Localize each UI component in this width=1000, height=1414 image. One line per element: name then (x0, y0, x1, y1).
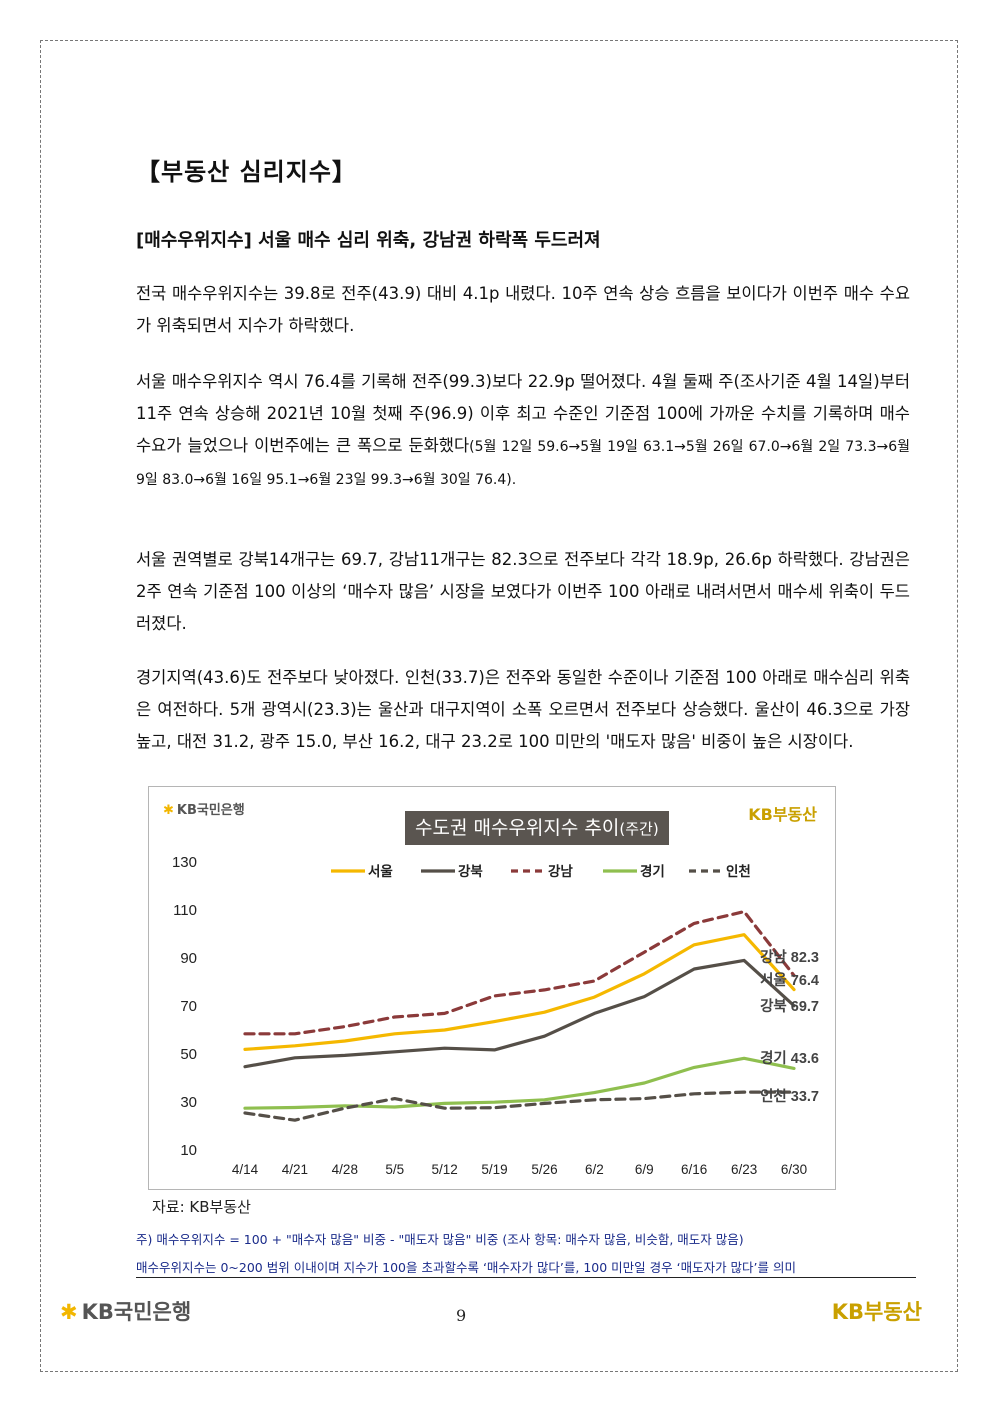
y-tick-label: 50 (180, 1046, 197, 1063)
source-note: 자료: KB부동산 (152, 1198, 251, 1216)
footnote-divider (136, 1277, 916, 1278)
footnote-formula: 주) 매수우위지수 = 100 + "매수자 많음" 비중 - "매도자 많음"… (136, 1232, 744, 1247)
x-tick-label: 6/23 (731, 1162, 757, 1177)
kb-star-icon: ✱ (60, 1300, 78, 1324)
x-tick-label: 4/21 (282, 1162, 308, 1177)
series-line-경기 (243, 1056, 796, 1110)
x-tick-label: 5/5 (385, 1162, 404, 1177)
kb-star-icon: ✱ (163, 803, 174, 818)
series-end-label: 강북 69.7 (760, 997, 819, 1015)
paragraph-seoul: 서울 매수우위지수 역시 76.4를 기록해 전주(99.3)보다 22.9p … (136, 366, 910, 496)
legend-label: 경기 (640, 863, 665, 879)
legend-label: 인천 (726, 863, 751, 879)
paragraph-seoul-weekly-values: (5월 12일 59.6→5월 19일 63.1→5월 26일 67.0→6월 … (136, 439, 910, 488)
x-tick-label: 6/16 (681, 1162, 707, 1177)
x-tick-label: 6/2 (585, 1162, 604, 1177)
y-tick-label: 70 (180, 998, 197, 1015)
y-tick-label: 110 (173, 902, 197, 919)
y-tick-label: 90 (180, 950, 197, 967)
chart-title-suffix: (주간) (619, 820, 659, 838)
x-tick-label: 5/19 (481, 1162, 507, 1177)
y-tick-label: 10 (180, 1142, 197, 1159)
series-line-강남 (243, 909, 796, 1036)
paragraph-seoul-regions: 서울 권역별로 강북14개구는 69.7, 강남11개구는 82.3으로 전주보… (136, 550, 910, 633)
chart-container: ✱ KB국민은행 KB부동산 10 30 50 70 90 110 130 4/14 4/21 4/… (148, 786, 836, 1190)
x-tick-label: 5/26 (531, 1162, 557, 1177)
x-tick-label: 4/28 (332, 1162, 358, 1177)
series-end-label: 인천 33.7 (760, 1087, 819, 1105)
y-tick-label: 130 (172, 854, 197, 871)
x-tick-label: 6/9 (635, 1162, 654, 1177)
legend-label: 강남 (548, 863, 573, 879)
chart-estate-logo: KB부동산 (748, 805, 817, 824)
series-line-서울 (243, 933, 796, 1051)
series-end-label: 경기 43.6 (760, 1049, 819, 1067)
y-tick-label: 30 (180, 1094, 197, 1111)
chart-bank-logo-text: KB국민은행 (176, 803, 245, 818)
paragraph-gyeonggi-incheon: 경기지역(43.6)도 전주보다 낮아졌다. 인천(33.7)은 전주와 동일한… (136, 668, 910, 751)
x-tick-label: 6/30 (781, 1162, 807, 1177)
footer-bank-text: KB국민은행 (81, 1300, 192, 1324)
footnote-range: 매수우위지수는 0~200 범위 이내이며 지수가 100을 초과할수록 ‘매수… (136, 1260, 796, 1275)
subheading: [매수우위지수] 서울 매수 심리 위축, 강남권 하락폭 두드러져 (136, 230, 601, 251)
section-title: 【부동산 심리지수】 (136, 158, 357, 186)
x-tick-label: 4/14 (232, 1162, 259, 1177)
chart-title: 수도권 매수우위지수 추이(주간) (405, 811, 669, 845)
paragraph-seoul-main: 서울 매수우위지수 역시 76.4를 기록해 전주(99.3)보다 22.9p … (136, 372, 910, 455)
line-chart: 10 30 50 70 90 110 130 4/14 4/21 4/28 5/5 5/12 5/19 5… (172, 854, 819, 1177)
chart-bank-logo: ✱ KB국민은행 (163, 799, 245, 818)
page-number: 9 (456, 1306, 467, 1325)
series-line-인천 (243, 1090, 796, 1122)
footer-estate-logo: KB부동산 (831, 1300, 922, 1324)
series-line-강북 (243, 958, 796, 1069)
series-end-label: 서울 76.4 (760, 972, 819, 989)
page-border (40, 40, 958, 1372)
footer-bank-logo: ✱ KB국민은행 (60, 1296, 191, 1326)
x-tick-label: 5/12 (431, 1162, 457, 1177)
series-end-label: 강남 82.3 (760, 948, 819, 966)
legend-label: 강북 (458, 863, 483, 879)
legend-label: 서울 (368, 863, 393, 879)
chart-title-text: 수도권 매수우위지수 추이 (415, 817, 620, 839)
paragraph-national: 전국 매수우위지수는 39.8로 전주(43.9) 대비 4.1p 내렸다. 1… (136, 284, 910, 335)
